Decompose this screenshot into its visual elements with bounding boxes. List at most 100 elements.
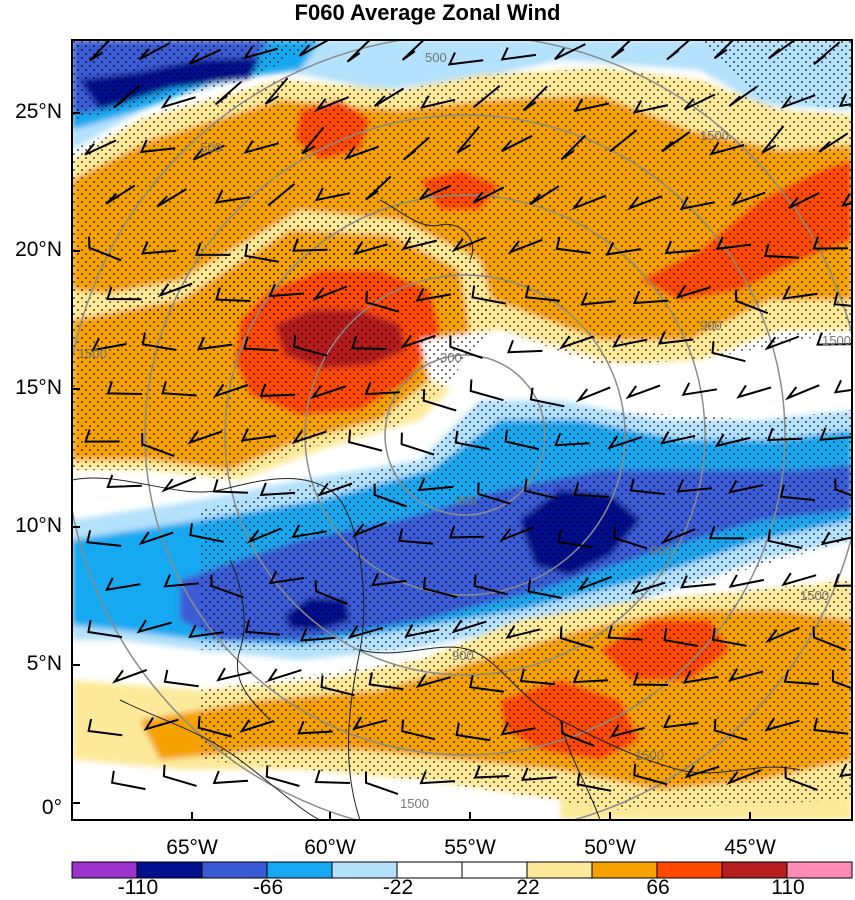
- wind-barb: [314, 96, 350, 113]
- wind-barb: [730, 191, 766, 206]
- wind-barb: [291, 430, 327, 445]
- range-label: 900: [650, 543, 672, 558]
- wind-barb: [110, 770, 146, 791]
- wind-barb: [161, 476, 197, 493]
- wind-barb: [521, 767, 557, 782]
- wind-barb: [422, 389, 457, 412]
- wind-barb: [609, 129, 638, 153]
- lon-label-60w: 60°W: [304, 836, 356, 859]
- wind-barb: [812, 626, 846, 651]
- wind-barb: [212, 479, 248, 494]
- wind-barb: [728, 668, 764, 682]
- wind-barb: [347, 625, 383, 640]
- wind-barb: [560, 134, 587, 161]
- wind-barb: [818, 132, 849, 153]
- wind-barb: [404, 624, 440, 638]
- wind-barb: [310, 385, 346, 400]
- wind-barb: [472, 186, 505, 204]
- wind-barb: [554, 43, 586, 61]
- wind-barb: [713, 718, 748, 742]
- wind-barb: [833, 292, 852, 307]
- wind-barb: [734, 289, 769, 315]
- range-label: 1500: [800, 588, 829, 603]
- wind-barb: [88, 236, 122, 262]
- colorbar: [71, 861, 853, 879]
- wind-barb: [473, 765, 510, 779]
- colorbar-swatch: [786, 861, 853, 879]
- wind-barb: [297, 721, 333, 735]
- wind-barb: [501, 134, 533, 153]
- wind-barb: [572, 669, 609, 684]
- wind-barb: [419, 95, 456, 109]
- wind-barb: [215, 287, 251, 302]
- wind-barb: [265, 765, 300, 787]
- wind-barb: [292, 238, 328, 252]
- wind-barb: [243, 336, 279, 352]
- wind-barb: [527, 579, 562, 599]
- wind-barb: [138, 531, 174, 546]
- wind-barb: [580, 292, 616, 306]
- wind-barb: [401, 40, 426, 61]
- wind-barb: [812, 236, 848, 250]
- wind-barb: [680, 575, 716, 589]
- map-frame: [71, 39, 853, 821]
- wind-barb: [346, 40, 372, 63]
- coastlines: [72, 199, 801, 820]
- wind-barb: [214, 81, 242, 106]
- colorbar-label: 66: [646, 876, 670, 899]
- wind-barb: [500, 722, 536, 736]
- wind-barb: [573, 98, 610, 113]
- wind-barb: [419, 770, 456, 785]
- wind-barb: [630, 580, 666, 595]
- wind-barb: [320, 675, 355, 697]
- wind-barb: [498, 526, 534, 543]
- wind-barb: [682, 670, 719, 684]
- wind-barb: [605, 242, 642, 256]
- lat-label-25n: 25°N: [15, 100, 62, 123]
- wind-barb: [448, 525, 485, 539]
- range-label: 300: [455, 493, 477, 508]
- wind-barb: [400, 432, 435, 456]
- wind-barb: [764, 335, 800, 351]
- wind-barb: [529, 185, 560, 206]
- wind-barb: [660, 528, 696, 545]
- wind-barb: [401, 719, 436, 741]
- range-label: 500: [200, 140, 222, 155]
- wind-barb: [781, 572, 817, 587]
- wind-barb: [161, 380, 197, 397]
- range-ring-labels: 500 1500 300 900 1500 500 300 900 1500 9…: [78, 50, 851, 811]
- wind-barb: [139, 139, 176, 154]
- range-label: 1500: [700, 128, 729, 143]
- wind-barb: [629, 478, 665, 495]
- wind-barb: [364, 381, 400, 396]
- wind-barb: [819, 427, 852, 441]
- wind-barb: [560, 722, 595, 747]
- wind-barb: [138, 42, 170, 61]
- wind-barb: [352, 241, 388, 256]
- wind-barb: [299, 628, 336, 642]
- map-plot-area: 500 1500 300 900 1500 500 300 900 1500 9…: [72, 40, 852, 820]
- wind-barb: [373, 87, 405, 108]
- wind-barb: [575, 386, 611, 403]
- wind-barb: [143, 717, 179, 731]
- wind-barb: [504, 429, 540, 451]
- wind-barb: [113, 84, 141, 109]
- wind-barb: [683, 93, 716, 111]
- wind-barb: [554, 432, 590, 447]
- lat-label-0: 0°: [41, 796, 62, 819]
- wind-barb: [713, 40, 735, 60]
- lat-label-10n: 10°N: [15, 514, 62, 537]
- wind-barb: [788, 192, 820, 209]
- wind-barb: [213, 383, 249, 398]
- wind-barb: [267, 183, 296, 207]
- wind-barb: [400, 334, 436, 349]
- wind-barb: [212, 770, 249, 785]
- wind-barb: [709, 141, 745, 156]
- wind-barb: [471, 285, 507, 305]
- wind-barb: [782, 286, 818, 300]
- wind-barb: [726, 769, 762, 786]
- lat-label-5n: 5°N: [26, 652, 62, 675]
- calm-patch-south: [72, 760, 560, 820]
- wind-barb: [189, 523, 224, 543]
- wind-barb: [611, 40, 632, 59]
